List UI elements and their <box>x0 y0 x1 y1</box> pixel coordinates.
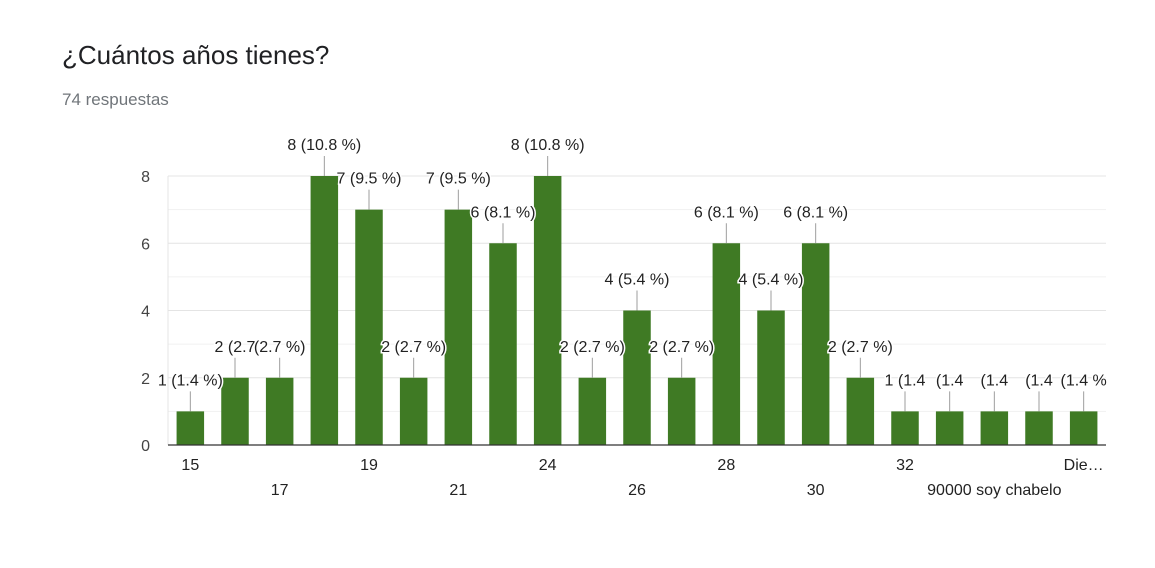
y-tick-label: 8 <box>141 169 150 186</box>
bar <box>623 310 651 445</box>
bar <box>310 176 339 445</box>
data-label: 1 (1.4 <box>885 372 926 389</box>
x-tick-label: 19 <box>360 457 378 474</box>
y-tick-label: 0 <box>141 438 150 455</box>
bar <box>355 209 383 445</box>
data-label: 1 (1.4 %) <box>158 372 223 389</box>
bar <box>265 377 294 445</box>
x-tick-label: 26 <box>628 482 646 499</box>
bar <box>444 209 473 445</box>
bar <box>935 411 964 445</box>
bar <box>176 411 205 445</box>
x-tick-label: Die… <box>1064 457 1104 474</box>
data-label: 6 (8.1 %) <box>471 204 536 221</box>
y-tick-label: 2 <box>141 371 150 388</box>
data-label: 6 (8.1 %) <box>694 204 759 221</box>
x-tick-label: 17 <box>271 482 289 499</box>
data-label: 4 (5.4 %) <box>605 272 670 289</box>
data-label: (2.7 %) <box>254 339 306 356</box>
data-label: 7 (9.5 %) <box>337 171 402 188</box>
data-label: 2 (2.7 <box>215 339 256 356</box>
bar <box>399 377 428 445</box>
bar <box>578 377 607 445</box>
data-label: (1.4 <box>1025 372 1053 389</box>
x-tick-label: 30 <box>807 482 825 499</box>
data-label: 2 (2.7 %) <box>828 339 893 356</box>
bar <box>712 243 741 445</box>
x-tick-label: 24 <box>539 457 557 474</box>
x-tick-label: 32 <box>896 457 914 474</box>
bar <box>801 243 830 445</box>
data-label: 2 (2.7 %) <box>649 339 714 356</box>
data-label: 6 (8.1 %) <box>783 204 848 221</box>
bar <box>221 377 249 445</box>
x-tick-label: 21 <box>449 482 467 499</box>
data-label: 8 (10.8 %) <box>511 137 585 154</box>
data-label: (1.4 % <box>1061 372 1107 389</box>
data-label: (1.4 <box>936 372 964 389</box>
y-tick-label: 4 <box>141 304 150 321</box>
data-label: (1.4 <box>981 372 1009 389</box>
x-tick-label: 90000 soy chabelo <box>927 482 1061 499</box>
bar <box>667 377 696 445</box>
data-label: 4 (5.4 %) <box>739 272 804 289</box>
bar <box>1069 411 1098 445</box>
data-label: 8 (10.8 %) <box>287 137 361 154</box>
data-label: 2 (2.7 %) <box>381 339 446 356</box>
x-tick-label: 15 <box>181 457 199 474</box>
data-label: 7 (9.5 %) <box>426 171 491 188</box>
data-label: 2 (2.7 %) <box>560 339 625 356</box>
y-tick-label: 6 <box>141 236 150 253</box>
bar <box>489 243 517 445</box>
bar <box>980 411 1009 445</box>
bar <box>1025 411 1053 445</box>
bar <box>891 411 919 445</box>
chart-title: ¿Cuántos años tienes? <box>62 40 330 70</box>
bar <box>533 176 562 445</box>
response-count: 74 respuestas <box>62 90 169 109</box>
x-tick-label: 28 <box>717 457 735 474</box>
bar <box>846 377 875 445</box>
bar <box>757 310 785 445</box>
